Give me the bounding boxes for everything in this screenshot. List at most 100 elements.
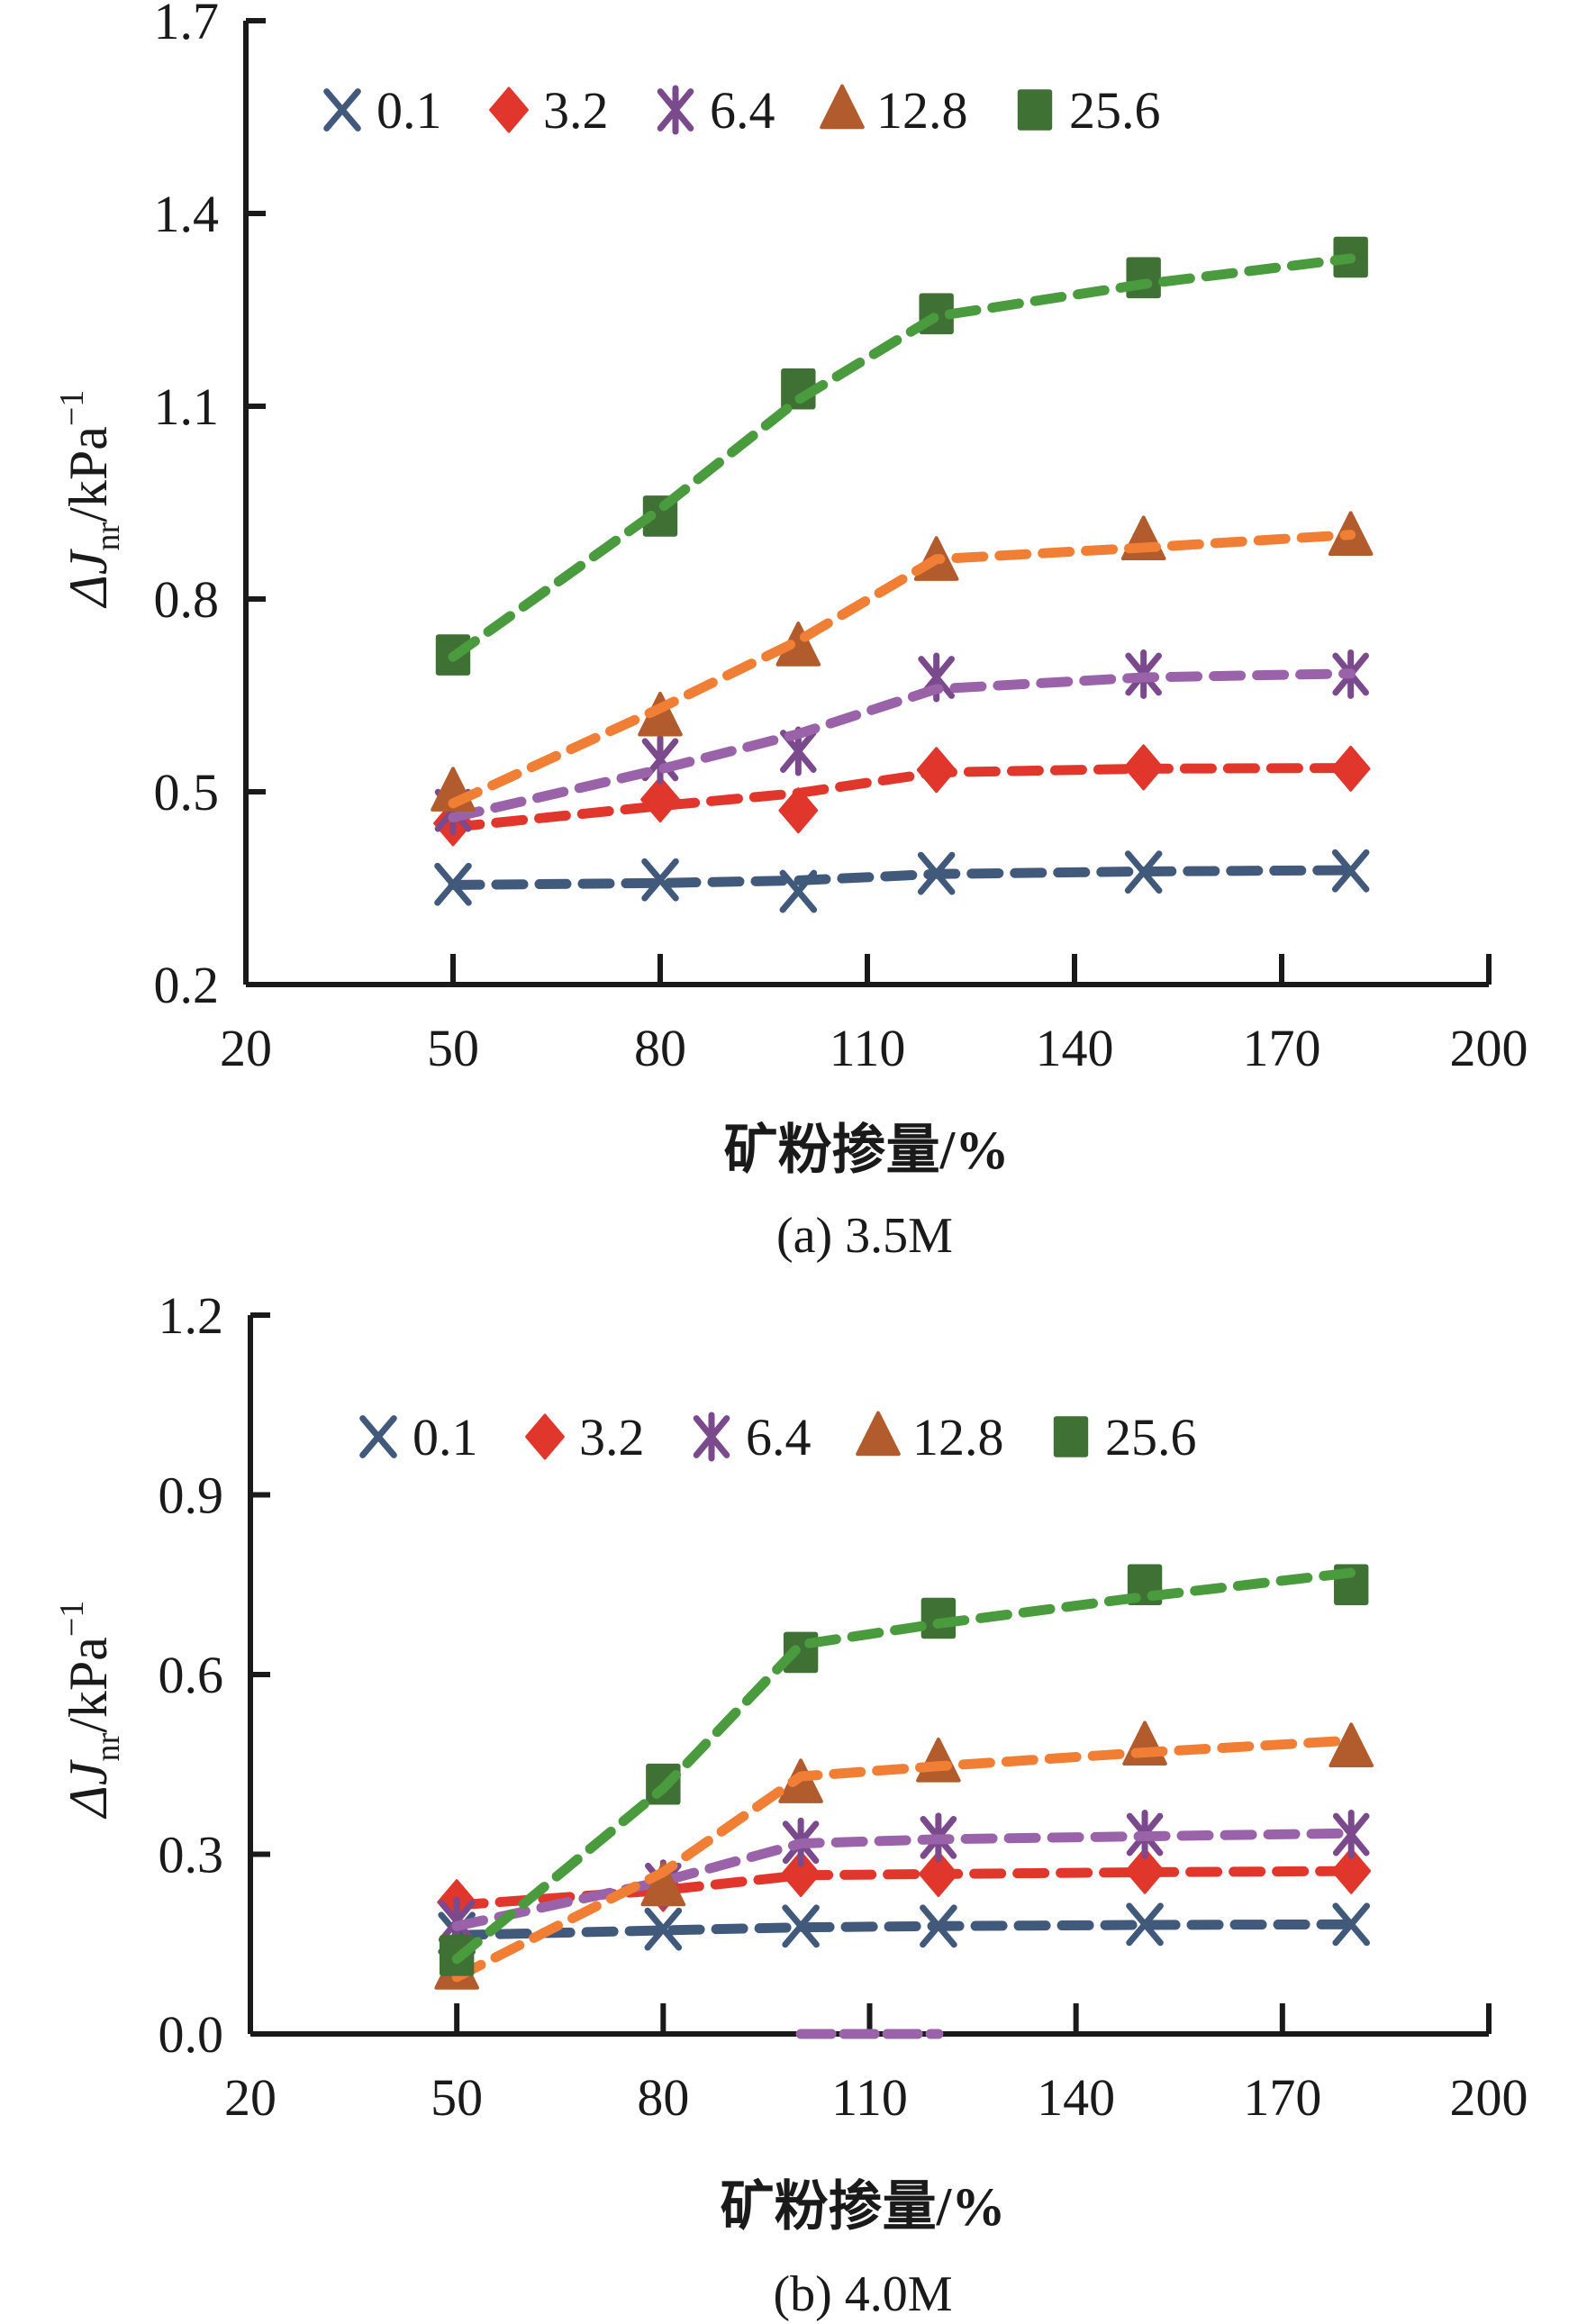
legend-label: 12.8 (876, 81, 968, 140)
legend-item: 25.6 (1053, 1408, 1197, 1466)
y-label-main: ΔJ (59, 549, 118, 608)
series-3.2 (433, 744, 1371, 847)
legend-item: 0.1 (323, 81, 442, 140)
x-tick-label: 170 (1243, 2068, 1321, 2127)
data-point-marker (916, 1738, 961, 1783)
y-label-main: ΔJ (59, 1759, 118, 1819)
y-label-unit: /kPa (59, 1637, 118, 1733)
legend-item: 0.1 (359, 1408, 478, 1466)
legend-marker-square (1017, 89, 1053, 131)
legend-label: 6.4 (710, 81, 775, 140)
legend-marker-x (323, 88, 361, 132)
legend-marker-diamond (525, 1413, 565, 1460)
legend-item: 6.4 (657, 81, 775, 140)
data-point-marker (641, 858, 679, 902)
data-point-marker (1126, 257, 1161, 299)
y-tick-label: 0.2 (154, 956, 220, 1014)
series-line (448, 530, 1356, 809)
x-tick-label: 50 (427, 1019, 479, 1077)
legend-label: 0.1 (413, 1408, 478, 1466)
y-tick-label: 1.2 (159, 1286, 224, 1345)
series-line (448, 865, 1356, 890)
series-line (448, 668, 1356, 823)
legend-item: 25.6 (1017, 81, 1161, 140)
data-point-marker (1332, 1810, 1370, 1860)
y-tick-label: 0.6 (159, 1646, 224, 1704)
series-line (448, 763, 1356, 832)
y-label-sup: −1 (53, 1601, 91, 1637)
legend-label: 3.2 (579, 1408, 645, 1466)
legend-item: 3.2 (525, 1408, 645, 1466)
x-tick-label: 20 (220, 1019, 272, 1077)
data-point-marker (778, 787, 819, 834)
x-tick-label: 110 (831, 2068, 908, 2127)
panel-b-y-axis-title: ΔJnr/kPa−1 (53, 1601, 127, 1820)
y-tick-label: 0.5 (154, 763, 220, 822)
x-tick-label: 200 (1450, 1019, 1528, 1077)
series-0.1 (438, 1902, 1370, 1956)
data-point-marker (920, 1597, 957, 1639)
legend-marker-diamond (489, 86, 529, 133)
legend-item: 12.8 (856, 1408, 1004, 1466)
panel-a-caption: (a) 3.5M (776, 1208, 953, 1264)
legend-marker-x (359, 1415, 397, 1458)
series-line (451, 1567, 1356, 1965)
legend-marker-asterisk (693, 1412, 730, 1462)
data-point-marker (1330, 745, 1371, 792)
y-label-sub: nr (89, 522, 127, 550)
panel-b-plot-area: 0.0 0.3 0.6 0.9 1.2 20 50 80 110 140 170 200 0.1 3.2 6… (159, 1286, 1528, 2127)
panel-b-x-axis-title: 矿粉掺量/% (721, 2177, 1006, 2237)
legend-label: 0.1 (376, 81, 442, 140)
y-tick-label: 0.8 (154, 570, 220, 629)
x-tick-label: 50 (431, 2068, 483, 2127)
legend-label: 25.6 (1105, 1408, 1197, 1466)
legend-marker-asterisk (657, 85, 694, 135)
y-tick-label: 0.0 (159, 2005, 224, 2064)
legend-item: 6.4 (693, 1408, 812, 1466)
x-tick-label: 200 (1450, 2068, 1528, 2127)
y-tick-label: 1.4 (154, 185, 220, 243)
data-point-marker (640, 1861, 686, 1907)
legend-marker-triangle (856, 1411, 901, 1457)
legend: 0.1 3.2 6.4 12.8 25.6 (323, 81, 1161, 140)
series-line (448, 253, 1356, 662)
x-tick-label: 20 (224, 2068, 277, 2127)
panel-b-chart: 0.0 0.3 0.6 0.9 1.2 20 50 80 110 140 170 200 0.1 3.2 6… (53, 1286, 1528, 2322)
series-line (451, 1919, 1356, 1940)
legend-label: 3.2 (543, 81, 609, 140)
series-25.6 (439, 1564, 1369, 1976)
y-label-sup: −1 (53, 390, 91, 426)
y-tick-label: 0.9 (159, 1466, 224, 1525)
data-point-marker (644, 1907, 683, 1951)
data-point-marker (1328, 1722, 1374, 1767)
panel-a-plot-area: 0.2 0.5 0.8 1.1 1.4 1.7 20 50 80 110 140 170 200 0.1 3… (154, 0, 1528, 1077)
y-label-sub: nr (89, 1732, 127, 1761)
data-point-marker (1331, 849, 1370, 893)
y-label-unit: /kPa (59, 426, 118, 522)
x-tick-label: 80 (634, 1019, 686, 1077)
data-point-marker (1122, 1720, 1167, 1766)
legend-marker-triangle (820, 84, 865, 130)
panel-a-y-axis-title: ΔJnr/kPa−1 (53, 390, 127, 609)
x-tick-label: 80 (637, 2068, 689, 2127)
x-tick-label: 110 (830, 1019, 906, 1077)
series-0.1 (434, 849, 1370, 913)
x-tick-label: 140 (1037, 2068, 1115, 2127)
legend-marker-square (1053, 1416, 1089, 1457)
series-12.8 (431, 511, 1374, 812)
legend-item: 12.8 (820, 81, 968, 140)
panel-a-x-axis-title: 矿粉掺量/% (724, 1121, 1010, 1180)
legend-label: 12.8 (912, 1408, 1004, 1466)
y-tick-label: 1.7 (154, 0, 220, 50)
y-tick-label: 1.1 (154, 377, 220, 436)
x-tick-label: 170 (1243, 1019, 1321, 1077)
legend-label: 25.6 (1069, 81, 1161, 140)
legend: 0.1 3.2 6.4 12.8 25.6 (359, 1408, 1197, 1466)
y-tick-label: 0.3 (159, 1826, 224, 1884)
panel-a-chart: 0.2 0.5 0.8 1.1 1.4 1.7 20 50 80 110 140 170 200 0.1 3… (53, 0, 1528, 1264)
legend-item: 3.2 (489, 81, 609, 140)
series-12.8 (434, 1720, 1374, 1990)
x-tick-label: 140 (1036, 1019, 1114, 1077)
series-25.6 (435, 236, 1368, 676)
